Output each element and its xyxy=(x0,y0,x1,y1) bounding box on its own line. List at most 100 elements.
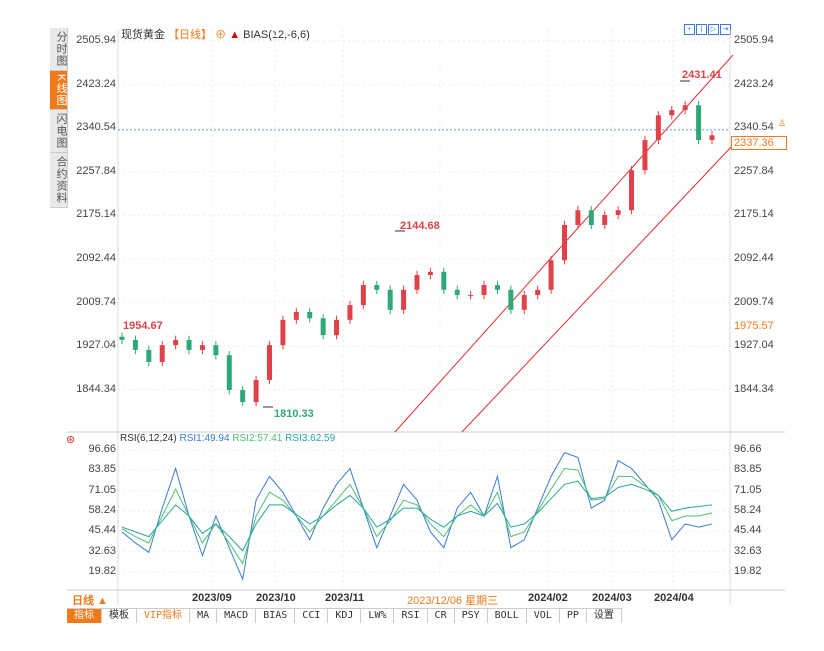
candle-body xyxy=(655,115,661,141)
price-tick-right: 2009.74 xyxy=(734,295,774,308)
date-label: 2023/09 xyxy=(192,592,232,604)
candle-body xyxy=(159,345,165,363)
indicator-tab-0[interactable]: 指标 xyxy=(67,609,102,623)
indicator-tab-15[interactable]: 设置 xyxy=(587,609,622,623)
rsi-tick-left: 32.63 xyxy=(88,544,116,557)
zoom-icon[interactable]: | xyxy=(696,24,707,35)
candle-body xyxy=(588,210,594,225)
candle-body xyxy=(199,345,205,350)
candle-body xyxy=(334,319,340,336)
price-tick-left: 2505.94 xyxy=(76,34,116,46)
rsi-tick-left: 71.05 xyxy=(88,483,116,496)
candle-body xyxy=(240,389,246,403)
candle-body xyxy=(535,289,541,296)
candle-body xyxy=(146,349,152,363)
candle-body xyxy=(226,355,232,390)
indicator-tab-8[interactable]: LW% xyxy=(361,609,395,623)
candle-body xyxy=(562,224,567,261)
annotation-high-2431: 2431.41 xyxy=(682,69,722,81)
settings-icon[interactable]: ⊛ xyxy=(66,434,76,446)
candle-body xyxy=(696,105,702,141)
play-icon[interactable]: ▷ xyxy=(708,24,719,35)
indicator-tab-5[interactable]: BIAS xyxy=(256,609,296,623)
instrument-title: 现货黄金 xyxy=(121,29,165,41)
price-tick-left: 2092.44 xyxy=(76,252,116,264)
current-price-box: 2337.36 xyxy=(731,136,787,150)
candle-body xyxy=(441,271,447,290)
rsi-tick-right: 45.44 xyxy=(734,524,762,537)
indicator-tab-6[interactable]: CCI xyxy=(295,609,329,623)
indicator-tab-12[interactable]: BOLL xyxy=(488,609,527,623)
indicator-tab-2[interactable]: VIP指标 xyxy=(137,609,191,623)
price-tick-left: 2423.24 xyxy=(76,77,116,90)
rsi-title: RSI(6,12,24) xyxy=(120,433,177,444)
candle-body xyxy=(575,210,581,225)
candle-body xyxy=(414,275,420,290)
candle-body xyxy=(213,345,219,356)
price-tick-left: 2175.14 xyxy=(76,208,116,221)
indicator-tab-4[interactable]: MACD xyxy=(217,609,257,623)
rsi-tick-left: 83.85 xyxy=(88,463,116,476)
rsi-tick-left: 19.82 xyxy=(88,564,116,577)
rsi-tick-right: 96.66 xyxy=(734,443,762,455)
sidebar-tab-3[interactable]: 合约资料 xyxy=(50,153,67,209)
price-tick-left: 2257.84 xyxy=(76,164,116,177)
price-tick-right: 1927.04 xyxy=(734,339,774,352)
rsi1-value: RSI1:49.94 xyxy=(179,433,230,444)
indicator-tab-14[interactable]: PP xyxy=(560,609,587,623)
arrow-up-icon[interactable]: ▲ xyxy=(229,29,241,41)
price-tick-right: 2340.54 xyxy=(734,121,774,134)
candle-body xyxy=(186,339,192,350)
candle-body xyxy=(347,305,353,320)
candle-body xyxy=(521,295,527,310)
candle-body xyxy=(508,289,514,310)
rsi-tick-left: 58.24 xyxy=(88,503,116,516)
alarm-icon[interactable]: ♙ xyxy=(778,118,787,128)
candle-body xyxy=(669,110,675,116)
candle-body xyxy=(427,271,433,276)
indicator-label: BIAS(12,-6,6) xyxy=(243,29,310,41)
cursor-date: 2023/12/06 星期三 xyxy=(405,592,501,608)
indicator-tabs: 指标 模板 VIP指标 MA MACD BIAS CCI KDJ LW% RSI CR PSY BOLL… xyxy=(67,608,622,623)
price-tick-left: 1844.34 xyxy=(76,382,116,395)
price-tick-right: 2257.84 xyxy=(734,164,774,177)
indicator-tab-1[interactable]: 模板 xyxy=(102,609,137,623)
annotation-start-1954: 1954.67 xyxy=(123,320,163,332)
candle-body xyxy=(374,285,380,290)
indicator-tab-10[interactable]: CR xyxy=(428,609,455,623)
indicator-tab-3[interactable]: MA xyxy=(190,609,218,623)
period-toggle[interactable]: 日线 ▲ xyxy=(72,595,108,607)
rsi-tick-right: 71.05 xyxy=(734,483,762,496)
indicator-tab-7[interactable]: KDJ xyxy=(328,609,362,623)
annotation-low-1810: 1810.33 xyxy=(274,408,314,420)
date-label: 2023/11 xyxy=(325,592,365,604)
rsi-tick-left: 45.44 xyxy=(88,524,116,537)
price-tick-right: 2175.14 xyxy=(734,208,774,221)
rsi2-line xyxy=(121,467,713,565)
candle-body xyxy=(494,285,500,290)
candle-body xyxy=(360,285,366,306)
candle-body xyxy=(548,260,554,290)
indicator-tab-9[interactable]: RSI xyxy=(394,609,428,623)
annotation-high-2144: 2144.68 xyxy=(400,220,440,232)
rsi1-line xyxy=(121,452,713,582)
sidebar-tab-2[interactable]: 闪电图 xyxy=(50,110,67,154)
candle-body xyxy=(307,311,313,319)
candle-body xyxy=(709,135,715,141)
indicator-tab-11[interactable]: PSY xyxy=(455,609,488,623)
candle-body xyxy=(468,295,474,297)
candle-body xyxy=(293,311,299,320)
date-label: 2023/10 xyxy=(256,592,296,604)
candle-body xyxy=(119,336,125,340)
period-label[interactable]: 【日线】 xyxy=(168,29,213,41)
candle-body xyxy=(629,170,635,211)
indicator-tab-13[interactable]: VOL xyxy=(527,609,560,623)
sidebar-tab-0[interactable]: 分时图 xyxy=(50,28,67,71)
sidebar-tab-1[interactable]: K线图 xyxy=(50,71,67,111)
price-tick-right: 1844.34 xyxy=(734,382,774,395)
rsi-tick-left: 96.66 xyxy=(88,443,116,455)
crosshair-icon[interactable]: + xyxy=(684,24,695,35)
end-icon[interactable]: ⇥ xyxy=(720,24,731,35)
add-icon[interactable]: ⊕ xyxy=(215,29,227,41)
